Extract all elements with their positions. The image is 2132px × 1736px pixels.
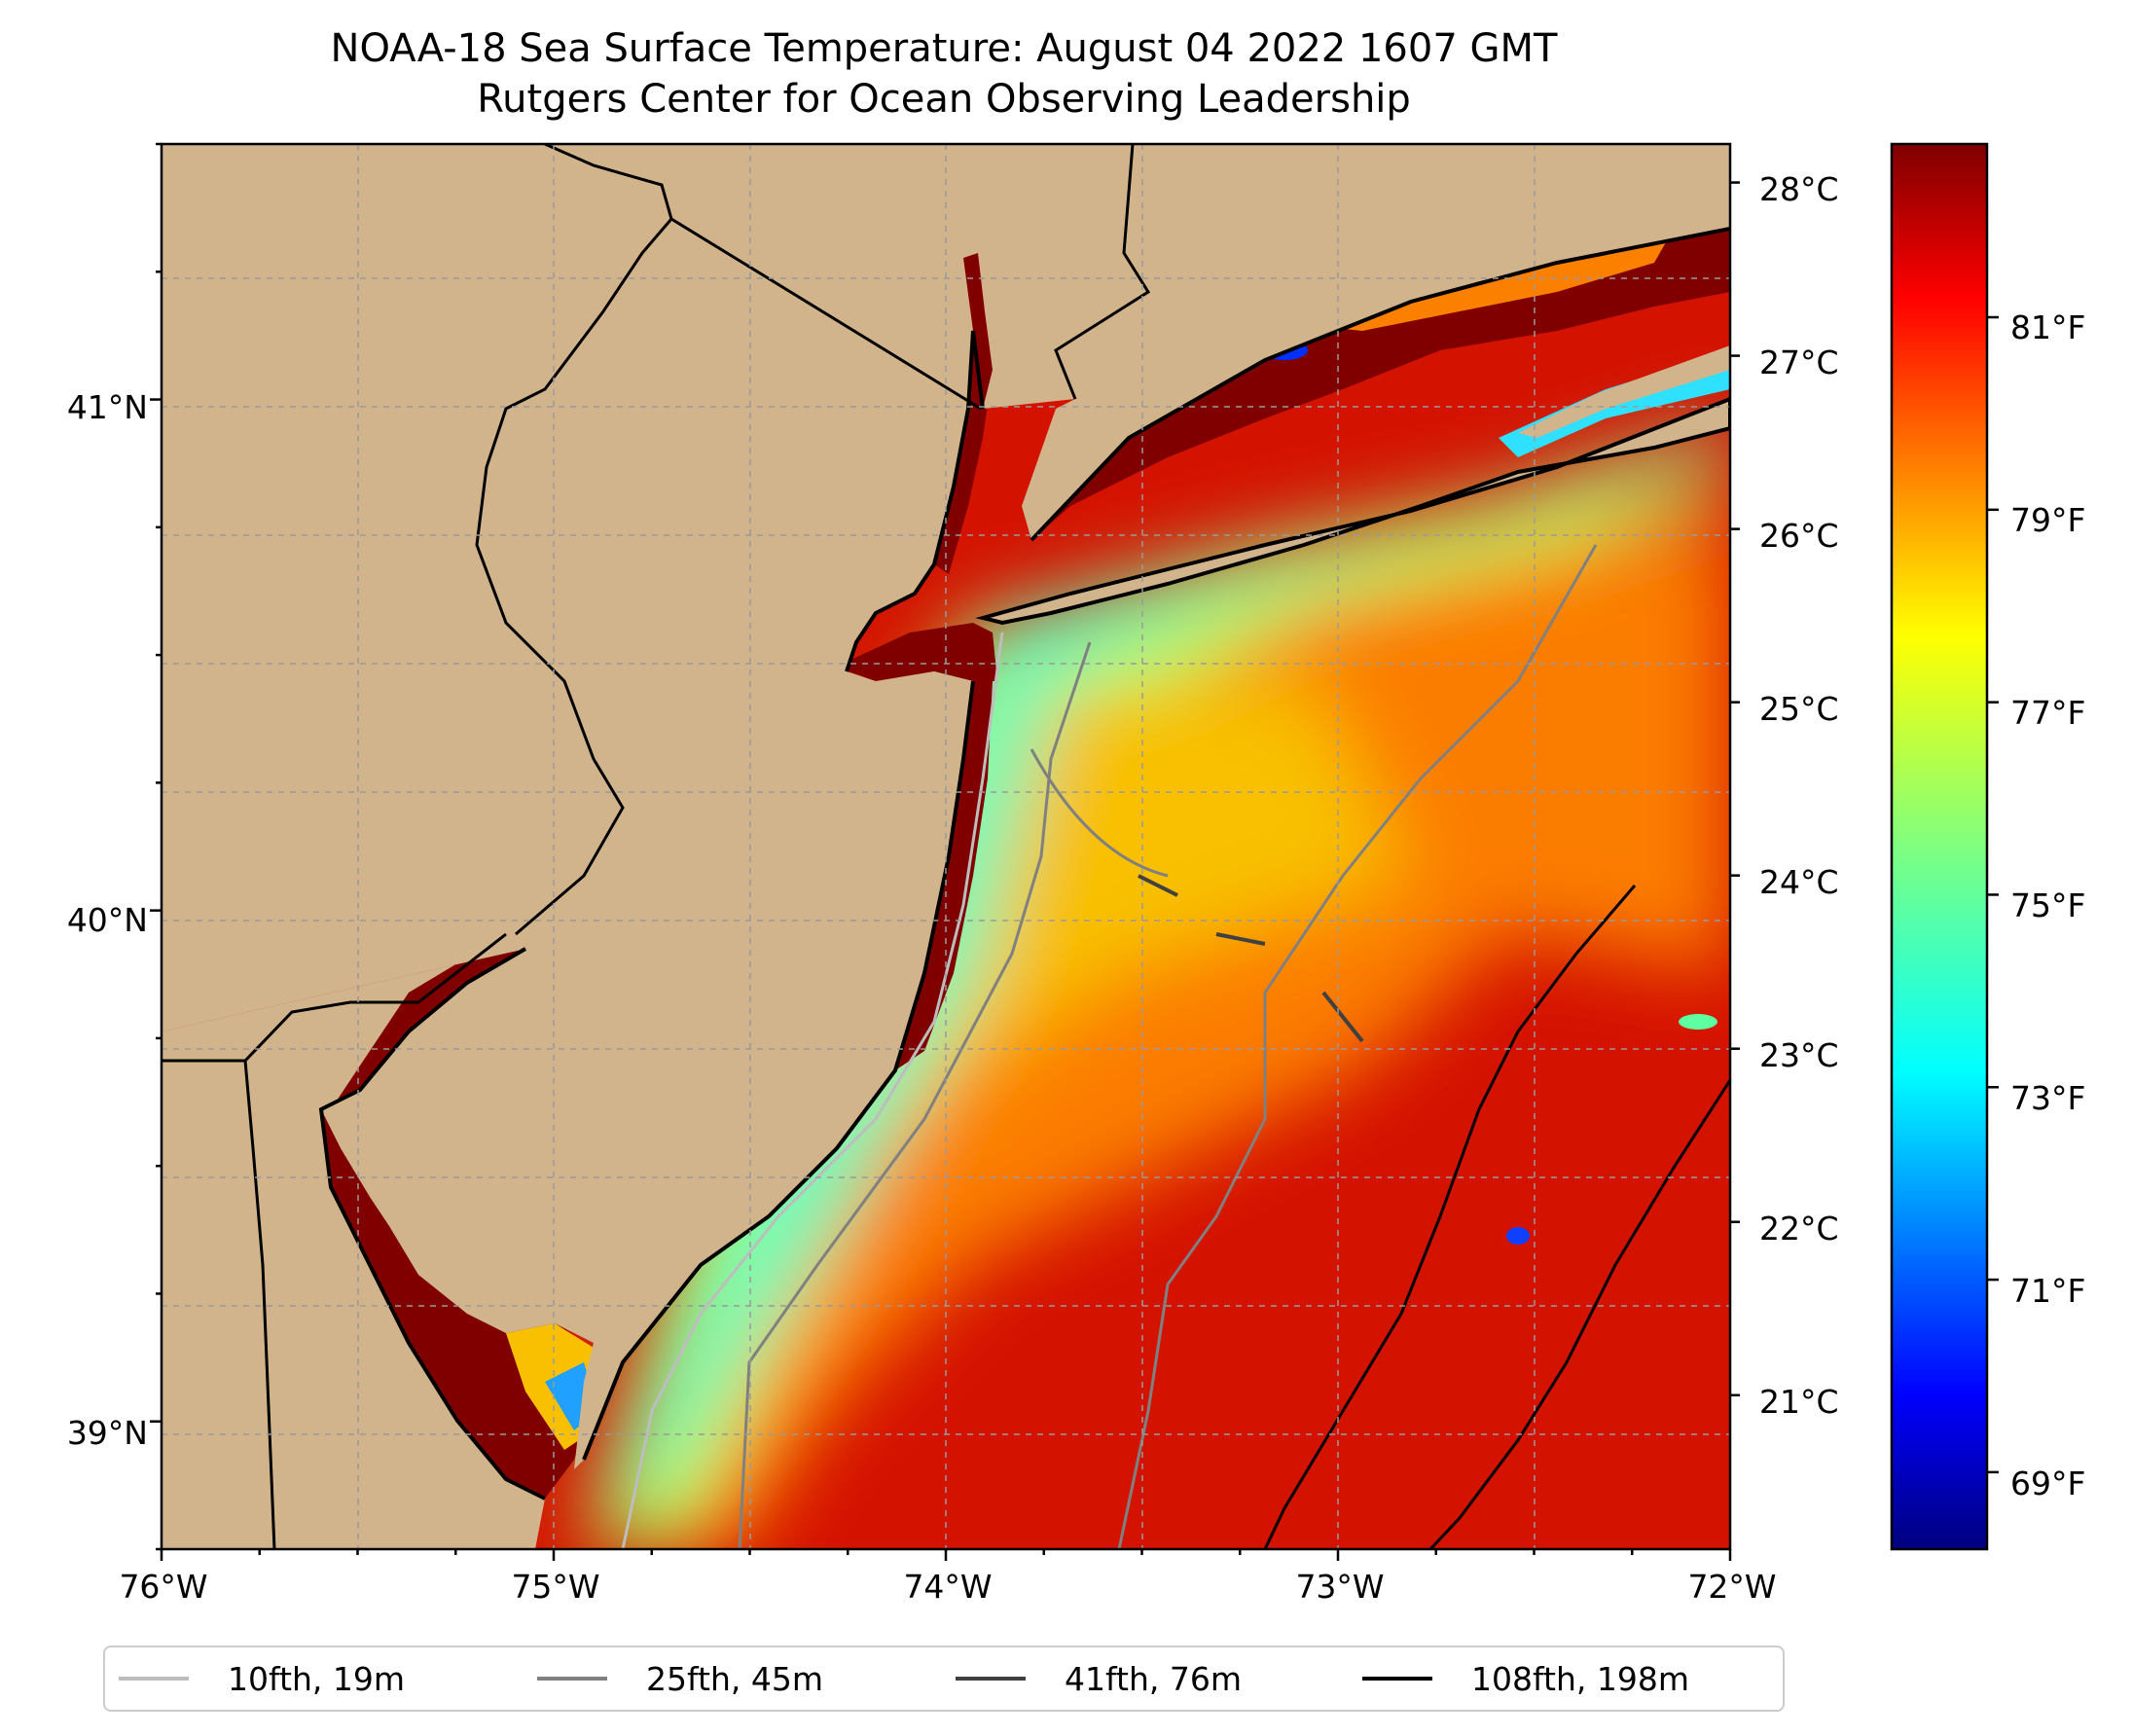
contour-45m-outer	[1117, 544, 1598, 1549]
sst-orange-zone	[603, 525, 1730, 1549]
legend-label: 10fth, 19m	[228, 1659, 405, 1698]
de-md-border	[162, 1059, 276, 1549]
nj-pa-border	[475, 218, 673, 936]
fahrenheit-label: 79°F	[2010, 501, 2085, 539]
new-jersey-land	[162, 144, 1148, 1469]
celsius-label: 24°C	[1759, 863, 1839, 901]
fahrenheit-label: 77°F	[2010, 694, 2085, 732]
fahrenheit-label: 73°F	[2010, 1079, 2085, 1117]
hudson-river-water	[934, 253, 993, 574]
contour-76m	[1138, 874, 1364, 1043]
fahrenheit-label: 71°F	[2010, 1272, 2085, 1310]
x-tick-label: 74°W	[903, 1568, 992, 1606]
sst-yellow-zone	[623, 681, 1411, 1549]
sst-cool-patch	[1679, 1014, 1717, 1030]
legend-label: 41fth, 76m	[1065, 1659, 1242, 1698]
legend-line-swatch	[956, 1677, 1026, 1681]
connecticut-land	[1022, 144, 1730, 540]
legend-line-swatch	[119, 1677, 189, 1681]
north-fork-land	[1518, 345, 1730, 438]
fahrenheit-label: 75°F	[2010, 886, 2085, 924]
colorbar	[1892, 144, 1987, 1549]
map-gridlines	[162, 144, 1730, 1549]
legend-item: 41fth, 76m	[956, 1647, 1242, 1710]
legend-item: 108fth, 198m	[1362, 1647, 1689, 1710]
celsius-label: 21°C	[1759, 1383, 1839, 1421]
contour-198m	[1263, 885, 1637, 1549]
pa-de-border	[243, 932, 507, 1063]
celsius-label: 25°C	[1759, 690, 1839, 728]
contour-19m	[621, 632, 1004, 1549]
jersey-shore-bays	[895, 681, 993, 1070]
y-axis-ticks	[150, 142, 162, 1551]
ny-nj-border	[544, 144, 982, 411]
y-tick-label: 41°N	[67, 388, 148, 426]
legend-label: 108fth, 198m	[1471, 1659, 1689, 1698]
x-tick-label: 73°W	[1295, 1568, 1384, 1606]
x-tick-label: 75°W	[511, 1568, 599, 1606]
legend-label: 25fth, 45m	[646, 1659, 823, 1698]
depth-legend: 10fth, 19m 25fth, 45m 41fth, 76m 108fth,…	[103, 1646, 1785, 1712]
fahrenheit-label: 81°F	[2010, 308, 2085, 346]
x-axis-ticks	[160, 1549, 1732, 1561]
hudson-coastline	[845, 330, 985, 672]
colorbar-frame	[1890, 142, 1989, 1551]
x-tick-label: 72°W	[1687, 1568, 1776, 1606]
contour-45m-shoal	[1030, 748, 1169, 878]
nj-atlantic-coastline	[582, 680, 975, 1461]
y-tick-label: 39°N	[67, 1414, 148, 1452]
contour-198m-outer	[1428, 1079, 1730, 1549]
map-plot-area	[162, 144, 1730, 1549]
legend-line-swatch	[537, 1677, 607, 1681]
celsius-label: 28°C	[1759, 170, 1839, 208]
legend-item: 10fth, 19m	[119, 1647, 405, 1710]
ny-ct-border	[1054, 144, 1151, 400]
fahrenheit-label: 69°F	[2010, 1465, 2085, 1502]
sst-cold-spot	[1506, 1227, 1530, 1245]
contour-45m	[738, 641, 1092, 1549]
raritan-bay-water	[847, 623, 997, 681]
celsius-label: 26°C	[1759, 517, 1839, 555]
x-tick-label: 76°W	[119, 1568, 207, 1606]
y-tick-label: 40°N	[67, 901, 148, 939]
celsius-axis-ticks	[1730, 181, 1740, 1397]
colorbar-ticks	[1987, 315, 1999, 1474]
legend-item: 25fth, 45m	[537, 1647, 823, 1710]
legend-line-swatch	[1362, 1677, 1432, 1681]
long-island-land	[975, 396, 1730, 626]
celsius-label: 27°C	[1759, 344, 1839, 381]
chart-subtitle: Rutgers Center for Ocean Observing Leade…	[477, 77, 1411, 122]
celsius-label: 23°C	[1759, 1036, 1839, 1074]
celsius-label: 22°C	[1759, 1210, 1839, 1248]
delaware-land	[162, 934, 545, 1549]
chart-title: NOAA-18 Sea Surface Temperature: August …	[330, 26, 1558, 71]
long-island-sound-water	[1031, 229, 1730, 540]
delaware-bay-coastline	[318, 947, 546, 1501]
